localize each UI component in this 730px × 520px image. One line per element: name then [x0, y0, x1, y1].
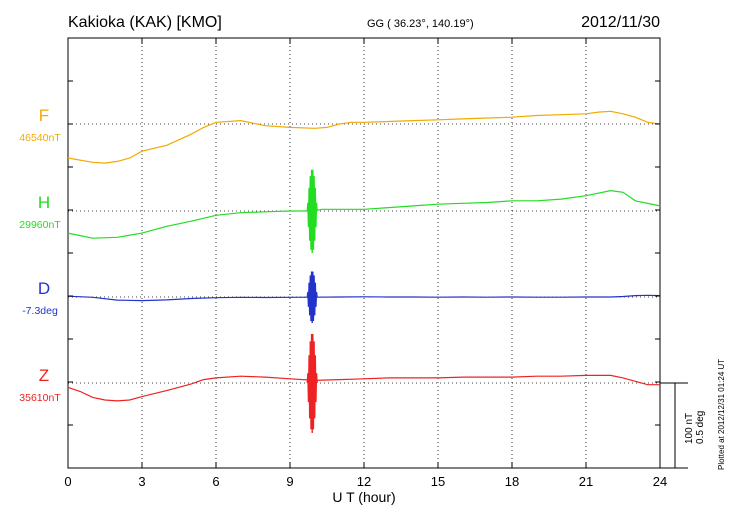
- disturbance-h: [306, 169, 318, 254]
- disturbance-d: [306, 271, 318, 324]
- series-line-z: [67, 374, 660, 402]
- series-line-h: [67, 189, 661, 239]
- disturbance-z: [306, 333, 318, 434]
- series-line-f: [67, 110, 661, 164]
- scale-nt-label: 100 nT: [684, 413, 695, 444]
- series-baseline-z: 35610nT: [19, 392, 61, 404]
- x-tick-label: 18: [505, 474, 519, 489]
- series-name-h: H: [38, 193, 50, 212]
- series-name-d: D: [38, 279, 50, 298]
- x-tick-label: 0: [64, 474, 71, 489]
- series-name-z: Z: [39, 366, 49, 385]
- series-baseline-f: 46540nT: [19, 132, 61, 144]
- station-title: Kakioka (KAK) [KMO]: [68, 14, 222, 31]
- x-tick-label: 3: [138, 474, 145, 489]
- x-tick-label: 15: [431, 474, 445, 489]
- series-group: [67, 110, 661, 434]
- coordinates-label: GG ( 36.23°, 140.19°): [367, 18, 474, 30]
- x-axis: 0 3 6 9 12 15 18 21 24: [64, 38, 667, 489]
- x-tick-label: 24: [653, 474, 667, 489]
- scale-bar: 100 nT 0.5 deg: [660, 382, 706, 469]
- series-baseline-d: -7.3deg: [22, 305, 58, 317]
- x-tick-label: 6: [212, 474, 219, 489]
- series-labels: F 46540nT H 29960nT D -7.3deg Z 35610nT: [19, 106, 61, 404]
- x-tick-label: 12: [357, 474, 371, 489]
- scale-deg-label: 0.5 deg: [695, 411, 706, 444]
- plotted-note: Plotted at 2012/12/31 01:24 UT: [717, 359, 726, 470]
- series-baseline-h: 29960nT: [19, 219, 61, 231]
- x-tick-label: 9: [286, 474, 293, 489]
- grid-lines: [141, 38, 587, 468]
- x-tick-label: 21: [579, 474, 593, 489]
- date-label: 2012/11/30: [581, 14, 660, 31]
- series-line-d: [67, 294, 661, 302]
- x-axis-title: U T (hour): [332, 489, 395, 505]
- series-name-f: F: [39, 106, 49, 125]
